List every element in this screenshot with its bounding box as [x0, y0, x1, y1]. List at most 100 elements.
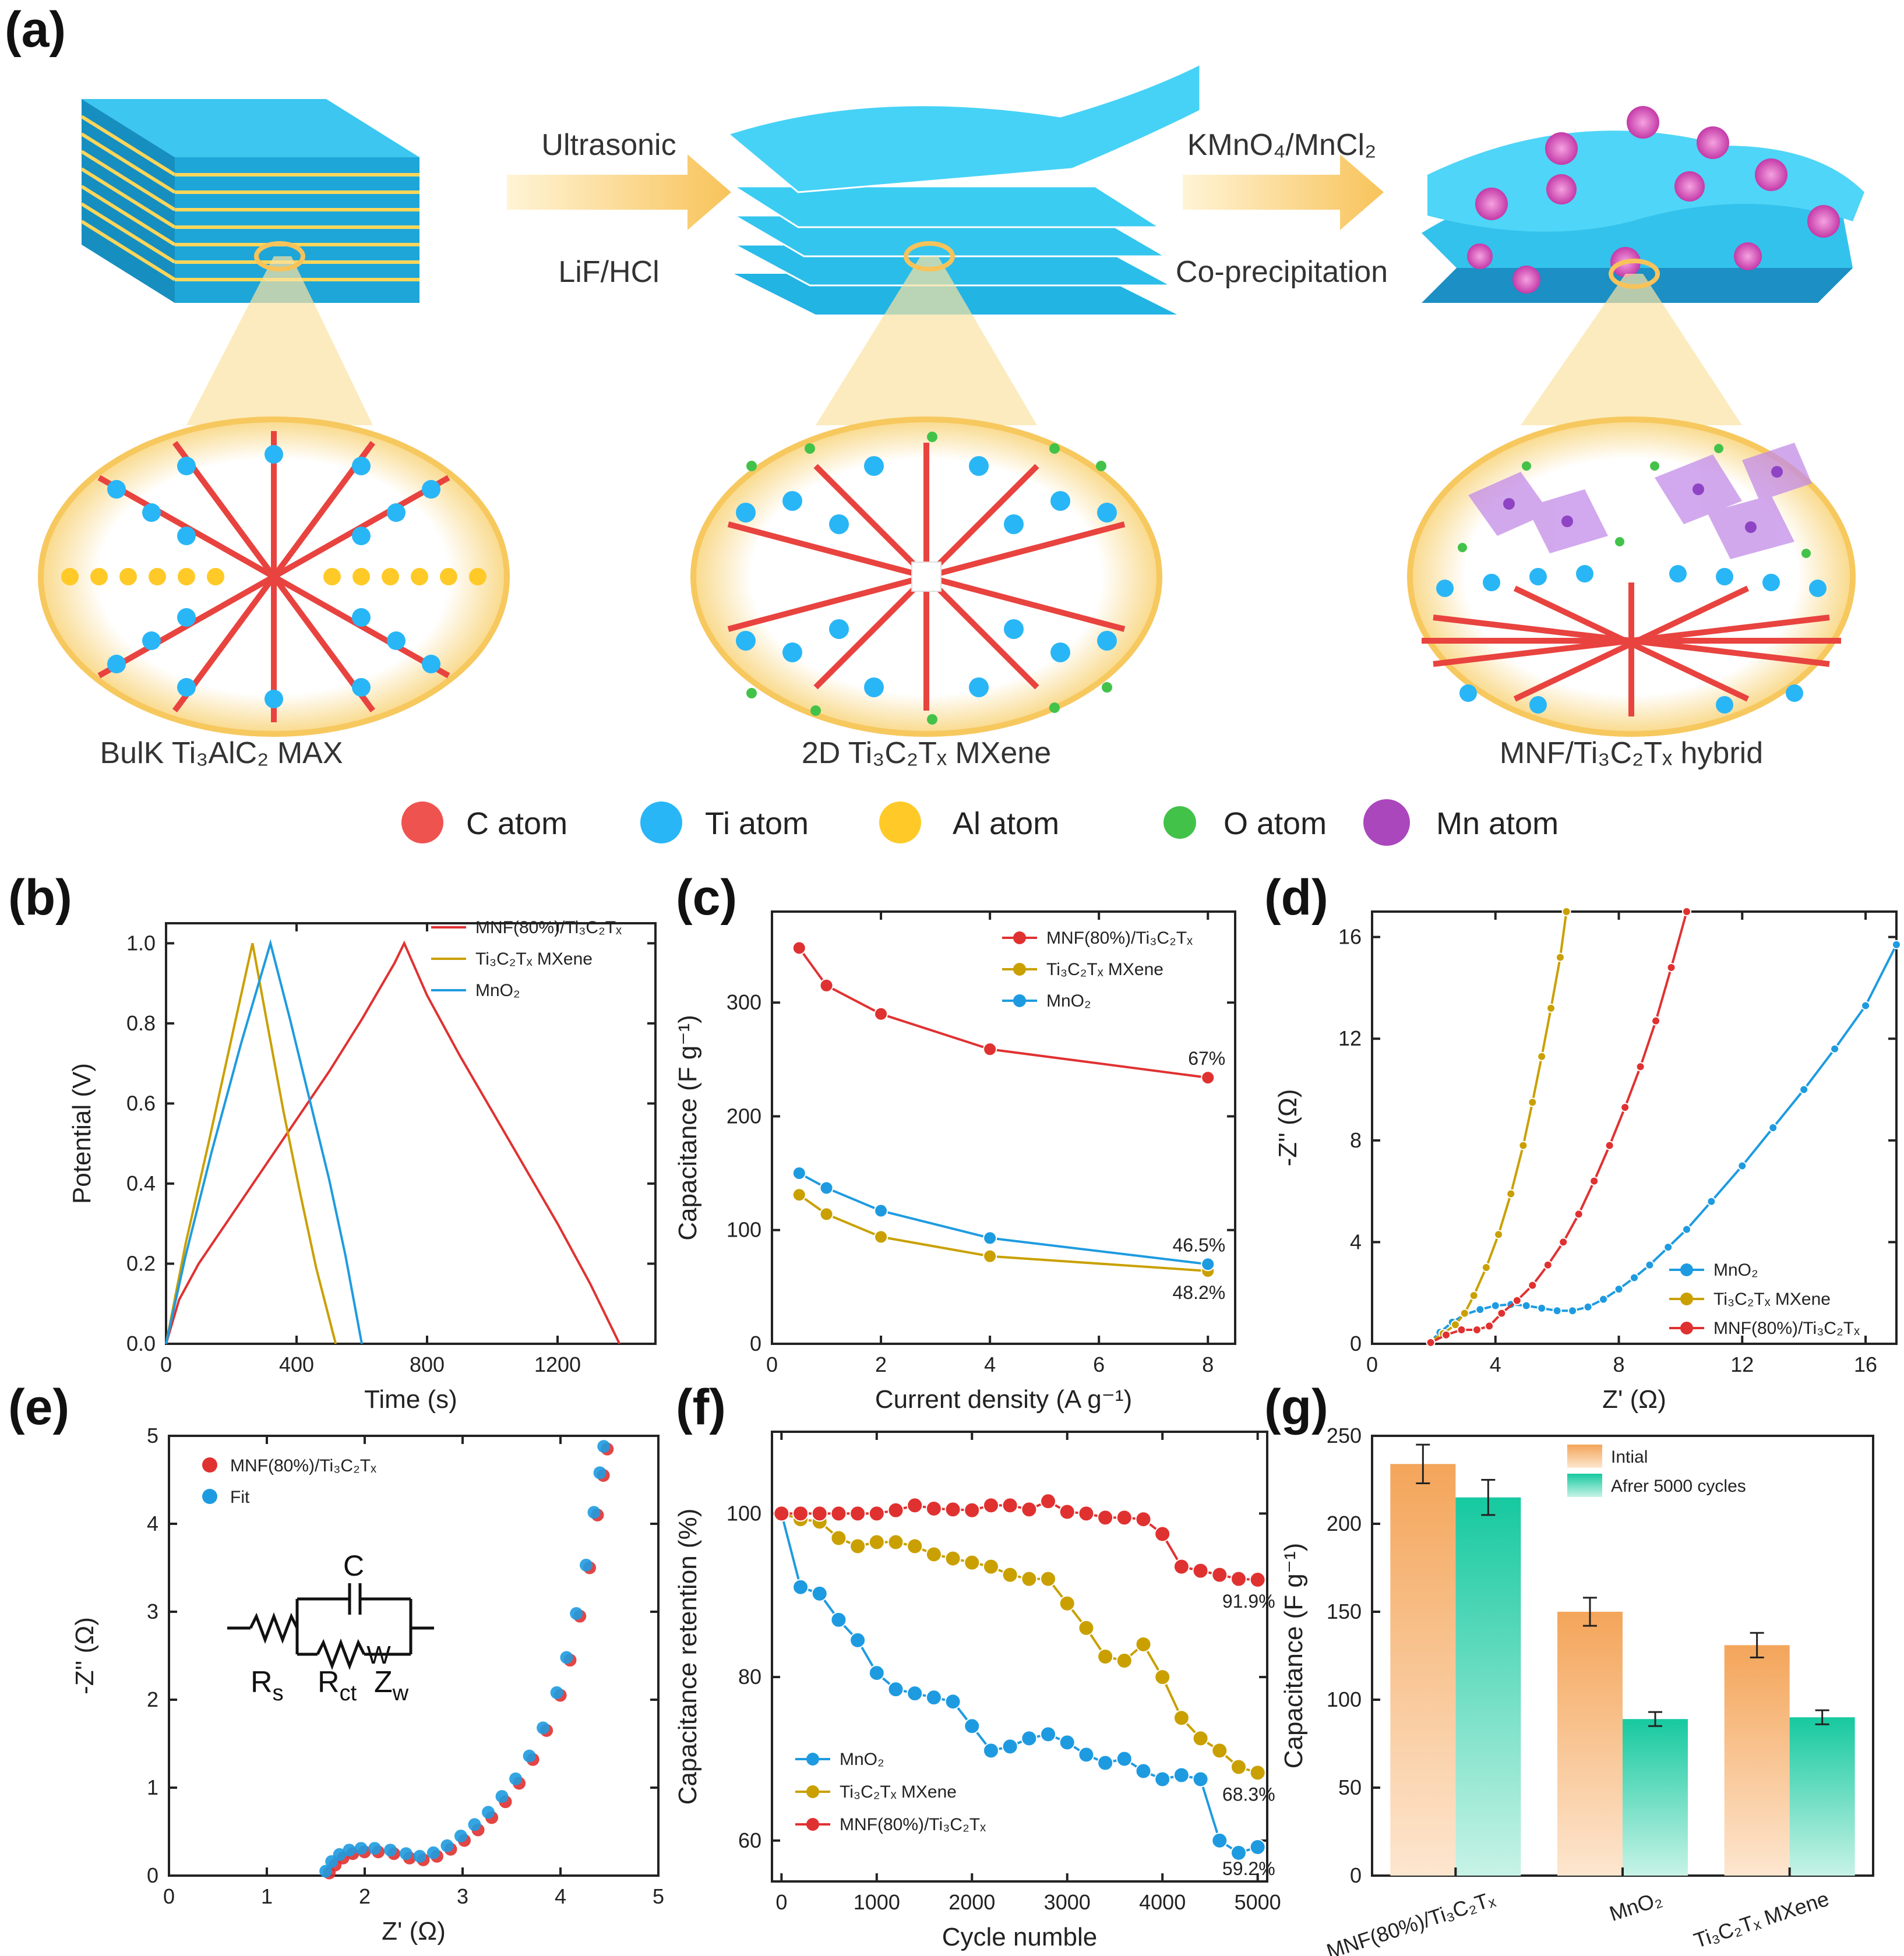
data-point	[1249, 1764, 1266, 1781]
data-point	[1555, 952, 1565, 962]
x-tick-label: 12	[1730, 1353, 1754, 1376]
x-tick-label: 0	[1366, 1353, 1378, 1376]
data-point	[1645, 1260, 1655, 1270]
series-line-1	[1430, 911, 1568, 1343]
y-tick-label: 2	[147, 1687, 158, 1711]
stage2-label: 2D Ti₃C₂Tₓ MXene	[802, 736, 1051, 770]
y-tick-label: 200	[1327, 1512, 1362, 1535]
data-point	[1559, 1237, 1568, 1247]
atom-legend-o: O atom	[1224, 806, 1327, 841]
data-point	[792, 1188, 806, 1202]
circuit-label-rct: Rct	[318, 1665, 357, 1706]
legend-swatch	[1567, 1445, 1602, 1468]
data-point	[597, 1440, 611, 1453]
data-point	[509, 1772, 523, 1785]
chart-f: 0 1000 2000 3000 4000 5000 60 80 100 Cycle numble…	[674, 1431, 1281, 1951]
plot-frame	[771, 1431, 1268, 1883]
y-tick-label: 0.0	[126, 1332, 156, 1355]
y-tick-label: 8	[1350, 1128, 1362, 1152]
data-point	[1078, 1619, 1095, 1636]
y-tick-label: 100	[727, 1501, 761, 1525]
stage3-label: MNF/Ti₃C₂Tₓ hybrid	[1500, 736, 1763, 770]
series-line-1	[165, 942, 337, 1344]
x-tick-label: 3000	[1044, 1890, 1091, 1914]
legend-label: Ti₃C₂Tₓ MXene	[475, 949, 593, 969]
plot-frame	[771, 910, 1236, 1345]
chart-e: 0 1 2 3 4 5 0 1 2 3 4 5 Z' (Ω) -Z'' (Ω) MNF(80%)/Ti₃C₂…	[70, 1424, 664, 1946]
legend-label: Intial	[1611, 1447, 1648, 1467]
data-point	[587, 1506, 601, 1519]
process-arrow-1	[507, 154, 731, 230]
data-point	[319, 1865, 333, 1878]
data-point	[849, 1505, 866, 1522]
data-point	[1494, 1230, 1504, 1240]
data-point	[982, 1497, 999, 1514]
data-point	[964, 1502, 981, 1519]
legend-marker	[806, 1785, 819, 1798]
series-line-2	[165, 938, 363, 1344]
x-axis-label: Z' (Ω)	[1602, 1385, 1666, 1414]
data-point	[1097, 1509, 1114, 1526]
y-tick-label: 0.8	[126, 1011, 156, 1035]
x-tick-label: 2	[359, 1884, 371, 1908]
data-point	[1568, 1306, 1578, 1316]
data-point	[1173, 1767, 1190, 1784]
data-point	[1469, 1291, 1479, 1301]
mxene-crystal	[727, 432, 1126, 725]
arrow1-bottom-label: LiF/HCl	[558, 255, 659, 289]
data-point	[495, 1790, 509, 1803]
legend-marker	[1013, 931, 1026, 944]
panel-label-g: (g)	[1264, 1379, 1328, 1435]
data-point	[964, 1718, 981, 1735]
data-point	[1518, 1141, 1528, 1150]
data-point	[1116, 1509, 1133, 1526]
data-point	[1537, 1051, 1547, 1061]
bar	[1557, 1612, 1623, 1876]
x-tick-label: 6	[1093, 1353, 1105, 1376]
data-point	[925, 1500, 942, 1517]
data-label: 46.5%	[1173, 1234, 1226, 1255]
legend-label: MNF(80%)/Ti₃C₂Tₓ	[1713, 1319, 1860, 1338]
circuit-label-rs: Rs	[251, 1665, 284, 1706]
data-point	[1249, 1572, 1266, 1588]
x-tick-label: Ti₃C₂Tₓ MXene	[1691, 1887, 1832, 1953]
data-point	[887, 1502, 904, 1519]
panel-label-e: (e)	[8, 1379, 69, 1435]
plot-frame	[168, 1435, 660, 1877]
panel-label-b: (b)	[8, 870, 72, 926]
x-tick-label: 1200	[534, 1353, 581, 1376]
y-tick-label: 50	[1338, 1775, 1362, 1799]
data-point	[1589, 1176, 1599, 1186]
legend-marker	[202, 1457, 217, 1473]
data-point	[1097, 1648, 1114, 1665]
bar	[1789, 1717, 1855, 1876]
bar	[1455, 1497, 1521, 1876]
atom-legend-ti: Ti atom	[705, 806, 809, 841]
legend-label: Ti₃C₂Tₓ MXene	[1046, 960, 1163, 979]
data-point	[1116, 1750, 1133, 1767]
bar	[1623, 1719, 1688, 1876]
legend-marker	[1013, 994, 1026, 1007]
x-tick-label: 0	[163, 1884, 175, 1908]
legend-label: MnO₂	[1046, 991, 1091, 1011]
data-point	[1830, 1044, 1840, 1054]
data-point	[874, 1230, 888, 1244]
legend-marker	[1013, 963, 1026, 976]
arrow2-bottom-label: Co-precipitation	[1176, 255, 1388, 289]
y-tick-label: 0	[147, 1863, 158, 1887]
legend-label: MnO₂	[1713, 1261, 1758, 1280]
data-point	[1651, 1016, 1661, 1026]
data-point	[1506, 1189, 1516, 1199]
data-point	[384, 1844, 397, 1857]
y-tick-label: 0.2	[126, 1251, 156, 1275]
y-tick-label: 1	[147, 1775, 158, 1799]
y-axis-label: Capacitance retention (%)	[674, 1509, 702, 1805]
legend-label: Ti₃C₂Tₓ MXene	[840, 1782, 957, 1802]
y-tick-label: 0.6	[126, 1091, 156, 1115]
chart-d: 0 4 8 12 16 0 4 8 12 16 Z' (Ω) -Z'' (Ω) MnO₂ Ti₃C₂Tₓ …	[1274, 907, 1901, 1414]
x-tick-label: MNF(80%)/Ti₃C₂Tₓ	[1324, 1887, 1498, 1956]
data-point	[792, 1505, 809, 1522]
data-point	[773, 1505, 790, 1522]
x-tick-label: 2000	[949, 1890, 995, 1914]
